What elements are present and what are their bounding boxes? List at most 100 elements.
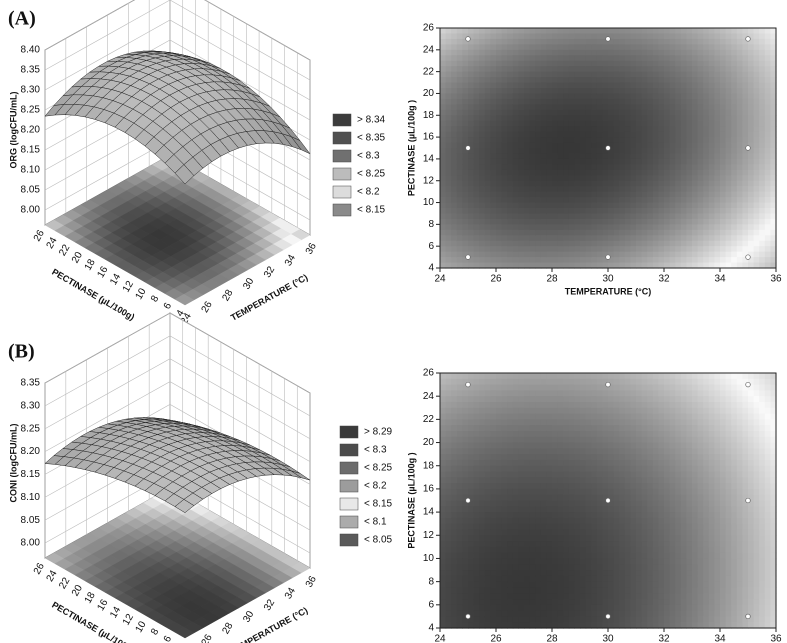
contour-band xyxy=(462,599,469,606)
contour-band xyxy=(546,436,553,444)
legend-label: > 8.29 xyxy=(364,427,393,438)
contour-band xyxy=(574,191,581,198)
contour-band xyxy=(473,257,480,264)
contour-band xyxy=(675,158,682,165)
contour-band xyxy=(574,104,581,111)
contour-band xyxy=(479,88,486,95)
contour-band xyxy=(440,419,447,426)
contour-band xyxy=(652,82,659,89)
contour-band xyxy=(507,546,514,554)
contour-band xyxy=(512,390,519,397)
contour-band xyxy=(462,488,469,496)
contour-band xyxy=(596,82,603,89)
contour-band xyxy=(451,488,458,496)
contour-band xyxy=(664,246,671,253)
contour-band xyxy=(451,213,458,220)
contour-band xyxy=(602,235,609,242)
contour-band xyxy=(596,523,603,531)
contour-band xyxy=(770,158,777,165)
contour-band xyxy=(764,218,771,225)
contour-band xyxy=(529,581,536,589)
contour-band xyxy=(568,448,575,455)
contour-band xyxy=(524,218,531,225)
contour-band xyxy=(451,581,458,589)
contour-band xyxy=(496,126,503,133)
contour-band xyxy=(742,235,749,242)
contour-band xyxy=(484,442,491,449)
contour-band xyxy=(568,88,575,95)
contour-band xyxy=(445,384,452,391)
contour-band xyxy=(563,512,570,519)
contour-band xyxy=(518,93,525,100)
contour-band xyxy=(568,616,575,623)
contour-band xyxy=(445,599,452,606)
contour-band xyxy=(608,66,615,73)
contour-band xyxy=(748,66,755,73)
contour-band xyxy=(686,229,693,236)
contour-band xyxy=(445,158,452,165)
contour-band xyxy=(473,610,480,618)
contour-band xyxy=(596,55,603,62)
contour-band xyxy=(574,262,581,269)
contour-band xyxy=(473,546,480,554)
contour-band xyxy=(748,229,755,236)
contour-band xyxy=(552,208,559,215)
contour-band xyxy=(529,71,536,78)
contour-band xyxy=(468,373,475,380)
contour-band xyxy=(518,98,525,105)
contour-band xyxy=(591,202,598,209)
contour-band xyxy=(540,419,547,426)
contour-band xyxy=(585,208,592,215)
contour-band xyxy=(507,142,514,149)
contour-band xyxy=(731,186,738,193)
contour-band xyxy=(585,44,592,51)
contour-band xyxy=(535,413,542,420)
contour-band xyxy=(697,104,704,111)
contour-band xyxy=(507,373,514,380)
contour-band xyxy=(440,208,447,215)
legend-label: < 8.3 xyxy=(357,151,380,162)
contour-band xyxy=(546,454,553,461)
contour-band xyxy=(608,459,615,467)
contour-band xyxy=(529,599,536,606)
contour-band xyxy=(669,158,676,165)
contour-band xyxy=(591,535,598,542)
contour-band xyxy=(574,218,581,225)
contour-band xyxy=(619,175,626,182)
contour-band xyxy=(759,71,766,78)
contour-band xyxy=(568,153,575,160)
contour-band xyxy=(641,55,648,62)
contour-band xyxy=(507,564,514,571)
contour-band xyxy=(490,202,497,209)
contour-band xyxy=(703,71,710,78)
contour-band xyxy=(563,213,570,220)
contour-band xyxy=(440,413,447,420)
contour-band xyxy=(703,202,710,209)
contour-band xyxy=(512,262,519,269)
contour-band xyxy=(507,186,514,193)
contour-band xyxy=(591,488,598,496)
contour-band xyxy=(546,390,553,397)
contour-band xyxy=(440,213,447,220)
contour-band xyxy=(669,186,676,193)
contour-band xyxy=(574,88,581,95)
contour-band xyxy=(529,186,536,193)
contour-band xyxy=(468,262,475,269)
contour-band xyxy=(512,448,519,455)
contour-band xyxy=(669,131,676,138)
contour-band xyxy=(585,430,592,438)
contour-band xyxy=(568,33,575,40)
contour-band xyxy=(445,137,452,144)
contour-band xyxy=(529,33,536,40)
contour-band xyxy=(591,401,598,409)
contour-band xyxy=(630,28,637,35)
contour-band xyxy=(725,44,732,51)
contour-band xyxy=(568,202,575,209)
contour-band xyxy=(535,454,542,461)
contour-band xyxy=(479,235,486,242)
contour-band xyxy=(490,120,497,127)
contour-band xyxy=(580,541,587,548)
contour-band xyxy=(507,552,514,560)
contour-band xyxy=(524,373,531,380)
contour-band xyxy=(613,407,620,415)
